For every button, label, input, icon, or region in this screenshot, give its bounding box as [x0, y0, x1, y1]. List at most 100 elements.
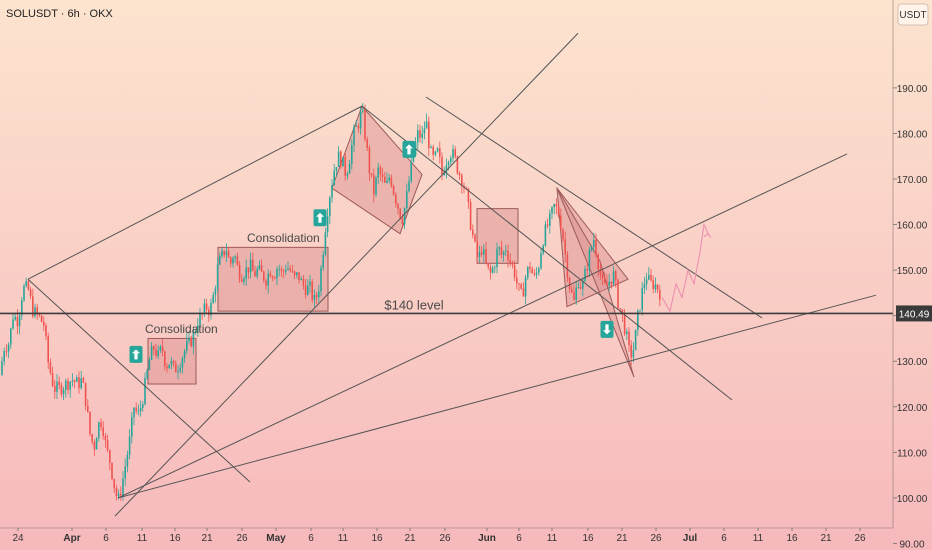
- candle-body: [150, 346, 153, 360]
- candle-body: [221, 250, 223, 257]
- candle-body: [78, 377, 80, 388]
- candle-body: [115, 488, 118, 497]
- candle-body: [122, 478, 124, 496]
- trendline-upper-left: [27, 105, 363, 280]
- candle-body: [216, 264, 219, 289]
- x-tick-label: 26: [439, 533, 451, 544]
- candle-body: [467, 188, 470, 203]
- candle-body: [432, 146, 434, 155]
- candle-body: [518, 283, 520, 285]
- candle-body: [289, 268, 291, 271]
- y-tick-label: 160.00: [897, 221, 928, 232]
- candle-body: [507, 250, 509, 261]
- x-tick-label: 6: [721, 533, 727, 544]
- candle-body: [188, 337, 190, 342]
- candle-body: [447, 162, 450, 166]
- price-tag-label: 140.49: [899, 309, 930, 320]
- candle-body: [223, 250, 225, 256]
- candle-body: [304, 285, 307, 295]
- x-tick-label: 26: [236, 533, 248, 544]
- candle-body: [604, 278, 606, 283]
- candle-body: [208, 309, 210, 316]
- candle-body: [388, 177, 390, 181]
- candle-body: [637, 310, 639, 330]
- candle-body: [445, 165, 448, 173]
- currency-label: USDT: [899, 10, 926, 21]
- x-tick-label: 6: [308, 533, 314, 544]
- x-tick-label: Apr: [63, 533, 80, 544]
- candle-body: [256, 269, 258, 277]
- candle-body: [496, 248, 498, 268]
- candle-body: [571, 289, 573, 293]
- candle-body: [406, 191, 408, 209]
- candle-body: [227, 251, 230, 258]
- candle-body: [45, 325, 47, 337]
- trendline-down-mid: [361, 105, 733, 401]
- candle-body: [120, 493, 122, 496]
- candle-body: [654, 284, 657, 289]
- candle-body: [562, 229, 564, 240]
- candle-body: [656, 284, 659, 290]
- candle-body: [302, 278, 305, 286]
- candle-body: [104, 435, 107, 441]
- candle-body: [269, 273, 272, 277]
- projection-path: [661, 222, 709, 313]
- candle-body: [271, 276, 274, 279]
- candle-body: [612, 271, 615, 284]
- candle-body: [260, 265, 263, 272]
- candle-body: [267, 273, 269, 286]
- candle-body: [634, 329, 637, 350]
- candle-body: [128, 436, 131, 455]
- y-tick-label: 180.00: [897, 129, 928, 140]
- candle-body: [584, 269, 586, 282]
- candle-body: [505, 250, 507, 252]
- candle-body: [421, 133, 423, 138]
- y-tick-label: 170.00: [897, 175, 928, 186]
- candle-body: [645, 279, 648, 285]
- candle-body: [58, 381, 60, 385]
- candle-body: [441, 156, 443, 175]
- candle-body: [476, 241, 478, 258]
- candle-body: [593, 240, 595, 248]
- y-tick-label: 90.00: [899, 539, 924, 550]
- projection-arrowhead: [703, 232, 712, 239]
- candle-body: [249, 259, 252, 273]
- candle-body: [25, 281, 27, 286]
- candle-body: [621, 309, 624, 315]
- candle-body: [606, 282, 608, 286]
- candle-body: [234, 256, 236, 259]
- price-tag: [896, 305, 932, 322]
- candle-body: [280, 268, 283, 271]
- candle-body: [190, 337, 192, 347]
- candle-body: [254, 270, 256, 277]
- candle-body: [135, 407, 137, 412]
- candle-body: [93, 441, 96, 450]
- candle-body: [626, 331, 628, 335]
- candle-body: [179, 367, 181, 372]
- candle-body: [199, 313, 201, 326]
- candle-body: [23, 285, 25, 301]
- candle-body: [342, 156, 344, 167]
- x-tick-label: May: [266, 533, 286, 544]
- candle-body: [478, 252, 481, 258]
- candle-body: [146, 370, 148, 379]
- candle-body: [14, 316, 16, 320]
- x-tick-label: 11: [137, 533, 148, 544]
- candle-body: [491, 267, 494, 273]
- candle-body: [84, 382, 87, 407]
- candle-body: [659, 289, 661, 300]
- candle-body: [643, 284, 646, 289]
- candle-body: [18, 315, 21, 327]
- candle-body: [487, 262, 489, 267]
- candle-body: [214, 288, 217, 295]
- candle-body: [219, 256, 221, 265]
- candle-body: [549, 213, 551, 226]
- candle-body: [111, 462, 113, 479]
- candle-body: [346, 173, 349, 176]
- candle-body: [509, 260, 511, 263]
- candle-body: [577, 287, 580, 288]
- candle-body: [69, 381, 71, 390]
- candle-body: [318, 291, 320, 298]
